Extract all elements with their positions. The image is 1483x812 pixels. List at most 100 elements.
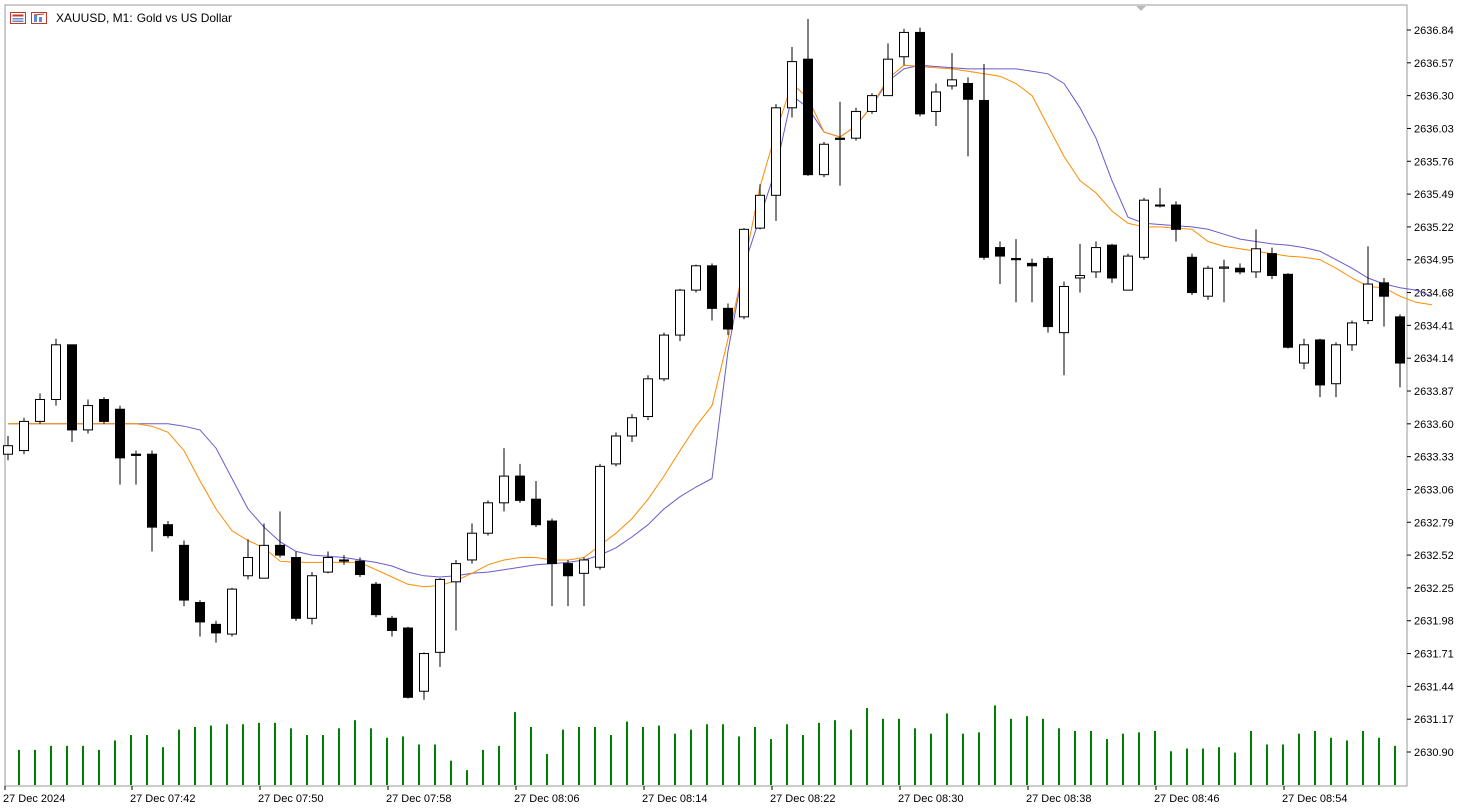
- y-tick-label: 2632.52: [1414, 550, 1454, 562]
- candle-bullish: [947, 79, 957, 87]
- candle-bullish: [659, 334, 669, 380]
- x-tick-label: 27 Dec 08:46: [1154, 793, 1219, 805]
- candle-bearish: [371, 583, 381, 616]
- candle-bearish: [131, 453, 141, 456]
- candle-bearish: [179, 544, 189, 601]
- y-tick-label: 2635.49: [1414, 189, 1454, 201]
- candle-bearish: [115, 408, 125, 459]
- y-tick-label: 2636.84: [1414, 25, 1454, 37]
- candle-bearish: [1107, 244, 1117, 279]
- candle-bullish: [451, 563, 461, 583]
- candle-bearish: [723, 307, 733, 330]
- candle-bearish: [1011, 258, 1021, 261]
- y-tick-label: 2636.30: [1414, 91, 1454, 103]
- y-tick-label: 2635.76: [1414, 156, 1454, 168]
- candle-bearish: [163, 524, 173, 537]
- y-tick-label: 2631.44: [1414, 681, 1454, 693]
- candle-bearish: [211, 623, 221, 634]
- candle-bullish: [771, 107, 781, 196]
- candle-bearish: [547, 520, 557, 565]
- y-tick-label: 2630.90: [1414, 747, 1454, 759]
- candle-bullish: [579, 559, 589, 574]
- candle-bearish: [339, 559, 349, 562]
- candle-bearish: [515, 475, 525, 501]
- chart-view-icon[interactable]: [31, 11, 48, 25]
- candle-bearish: [1315, 339, 1325, 386]
- candle-bullish: [1139, 199, 1149, 258]
- candle-bullish: [227, 588, 237, 635]
- candle-bearish: [707, 265, 717, 309]
- x-tick-label: 27 Dec 08:22: [770, 793, 835, 805]
- x-tick-label: 27 Dec 07:42: [130, 793, 195, 805]
- candle-bearish: [1267, 253, 1277, 277]
- candle-bullish: [83, 405, 93, 431]
- candle-bullish: [1251, 248, 1261, 273]
- candle-bearish: [403, 627, 413, 698]
- candle-bullish: [851, 110, 861, 139]
- candle-bullish: [35, 399, 45, 422]
- candle-bullish: [51, 344, 61, 401]
- candle-bearish: [291, 557, 301, 619]
- x-tick-label: 27 Dec 2024: [3, 793, 65, 805]
- candle-bullish: [1059, 285, 1069, 334]
- candle-bullish: [467, 532, 477, 561]
- candle-bullish: [1331, 344, 1341, 385]
- moving-average-slow: [8, 64, 1433, 578]
- candle-bullish: [819, 143, 829, 176]
- y-tick-label: 2635.22: [1414, 222, 1454, 234]
- candle-bearish: [147, 453, 157, 528]
- y-tick-label: 2633.60: [1414, 419, 1454, 431]
- candle-bullish: [787, 61, 797, 109]
- candle-bullish: [611, 435, 621, 465]
- candle-bullish: [883, 58, 893, 97]
- candle-bearish: [835, 137, 845, 140]
- y-tick-label: 2633.06: [1414, 484, 1454, 496]
- candle-bullish: [259, 544, 269, 579]
- y-tick-label: 2633.87: [1414, 386, 1454, 398]
- x-tick-label: 27 Dec 08:54: [1282, 793, 1347, 805]
- candle-bearish: [1171, 204, 1181, 230]
- chart-symbol: XAUUSD, M1:: [56, 11, 133, 25]
- candle-bullish: [755, 194, 765, 229]
- candle-bullish: [1123, 255, 1133, 291]
- candle-bullish: [307, 575, 317, 619]
- y-tick-label: 2631.17: [1414, 714, 1454, 726]
- candle-bearish: [99, 399, 109, 422]
- x-tick-label: 27 Dec 08:38: [1026, 793, 1091, 805]
- y-tick-label: 2634.14: [1414, 353, 1454, 365]
- candle-bullish: [931, 91, 941, 112]
- candle-bullish: [675, 289, 685, 336]
- candle-bearish: [803, 58, 813, 176]
- candle-bearish: [979, 99, 989, 258]
- candle-bearish: [195, 601, 205, 623]
- candle-bearish: [963, 82, 973, 100]
- candle-bearish: [387, 617, 397, 631]
- scroll-marker-icon: [1136, 6, 1146, 11]
- candle-bullish: [1203, 267, 1213, 297]
- chart-description: Gold vs US Dollar: [136, 11, 233, 25]
- candle-bearish: [563, 563, 573, 577]
- candle-bullish: [1155, 204, 1165, 207]
- candle-bullish: [643, 378, 653, 418]
- candle-bullish: [499, 475, 509, 504]
- table-view-icon[interactable]: [10, 11, 27, 25]
- candle-bullish: [595, 465, 605, 568]
- candle-bullish: [1075, 275, 1085, 279]
- candle-bearish: [1379, 282, 1389, 297]
- candle-bearish: [1283, 273, 1293, 348]
- candle-bullish: [19, 420, 29, 452]
- candle-bearish: [275, 544, 285, 556]
- candle-bearish: [995, 247, 1005, 257]
- candle-bullish: [1299, 344, 1309, 364]
- candle-bearish: [1027, 262, 1037, 267]
- candle-bearish: [531, 498, 541, 526]
- y-tick-label: 2634.41: [1414, 320, 1454, 332]
- y-tick-label: 2632.79: [1414, 517, 1454, 529]
- candle-bearish: [915, 31, 925, 115]
- candle-bearish: [1395, 316, 1405, 364]
- candle-bullish: [435, 578, 445, 653]
- candle-bullish: [1363, 283, 1373, 322]
- x-tick-label: 27 Dec 08:30: [898, 793, 963, 805]
